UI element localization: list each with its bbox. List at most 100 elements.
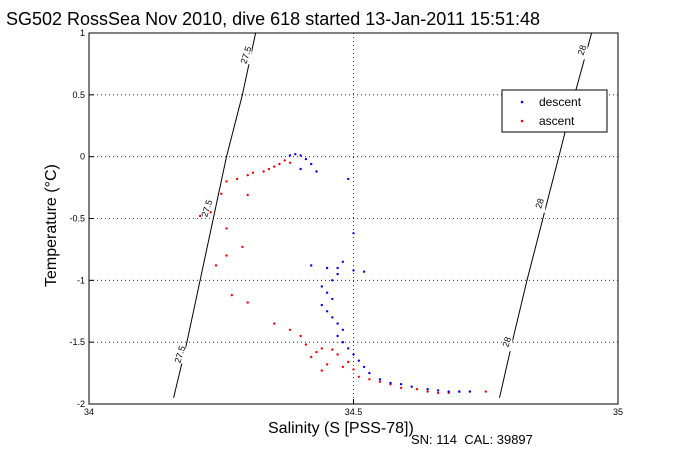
contour-label-gap [175,345,186,364]
descent-point [389,381,392,385]
ascent-point [341,365,345,369]
legend-descent-label: descent [539,95,582,109]
ascent-point [325,363,329,366]
y-tick-label: 1 [80,28,85,38]
y-tick-label: -1 [77,275,85,285]
ascent-point [283,159,286,162]
ascent-point [357,375,360,378]
descent-point [362,365,366,369]
descent-point [378,378,382,381]
y-tick-label: 0.5 [72,90,85,100]
chart-title: SG502 RossSea Nov 2010, dive 618 started… [6,9,540,29]
density-contour-line [173,32,257,398]
contour-label: 28 [533,197,546,210]
x-axis-label: Salinity (S [PSS-78]) [268,420,414,437]
descent-point [336,272,339,276]
descent-point [368,371,371,375]
ascent-point [235,177,239,181]
ascent-point [415,388,419,391]
descent-point [336,266,339,270]
ascent-point [331,348,334,351]
ascent-point [436,391,440,395]
descent-point [341,328,345,331]
legend-box [501,89,608,133]
descent-point [336,334,339,338]
ascent-point [241,245,244,249]
descent-point [310,264,313,267]
ascent-point [251,171,255,174]
ascent-point [320,369,323,372]
ascent-point [310,355,313,359]
descent-point [331,297,334,301]
ascent-point [246,301,249,304]
descent-point [468,390,472,393]
ascent-point [288,161,292,164]
x-tick-label: 35 [613,407,623,417]
ascent-point [246,193,249,197]
descent-point [320,303,323,307]
legend: descent ascent [501,89,608,133]
ascent-point [230,294,233,297]
descent-point [352,232,355,235]
descent-point [352,269,355,272]
descent-point [336,322,339,325]
y-tick-label: -2 [77,399,85,409]
ascent-point [288,328,292,331]
descent-point [304,157,308,161]
y-tick-label: -1.5 [69,337,85,347]
descent-point [325,266,329,270]
descent-point [331,316,334,319]
descent-point [288,154,292,157]
ascent-point [198,214,202,218]
footer-serial: SN: 114 CAL: 39897 [411,432,533,447]
descent-point [320,285,323,288]
descent-point [331,279,334,282]
contour-label-gap [535,194,546,213]
ascent-point [378,380,382,383]
ascent-point [214,264,218,267]
descent-point [299,154,302,157]
descent-point [426,388,429,391]
contour-label-gap [241,46,252,65]
descent-point [458,390,461,393]
ascent-point [304,343,308,346]
legend-ascent-label: ascent [539,114,575,128]
descent-point [325,291,329,294]
descent-point [357,359,360,362]
ascent-point [246,174,249,177]
descent-series [288,153,472,393]
descent-point [294,153,297,156]
ascent-point [273,322,276,325]
descent-point [447,390,450,393]
ascent-point [225,180,228,183]
legend-ascent-marker [520,119,524,123]
descent-point [347,177,350,181]
ascent-point [368,378,371,381]
x-tick-label: 34.5 [345,407,363,417]
y-axis-label: Temperature (°C) [43,164,60,287]
contour-label-gap [577,41,588,60]
descent-point [436,389,440,392]
ascent-point [209,211,212,214]
descent-point [347,347,350,350]
contour-label: 28 [576,44,589,57]
ascent-point [220,192,223,195]
descent-point [341,341,345,344]
ascent-point [267,167,271,171]
contour-label: 28 [501,336,514,349]
ascent-point [352,368,355,371]
ascent-point [484,390,487,393]
axis-ticks: 34 34.5 35 -2 -1.5 -1 -0.5 0 0.5 1 [69,28,623,417]
descent-point [325,310,329,313]
y-tick-label: 0 [80,152,85,162]
descent-point [299,167,302,171]
ascent-point [347,360,350,364]
ascent-point [225,227,228,230]
descent-point [310,162,313,166]
ascent-point [320,347,323,350]
contour-label-gap [202,199,213,218]
ascent-point [262,170,265,173]
